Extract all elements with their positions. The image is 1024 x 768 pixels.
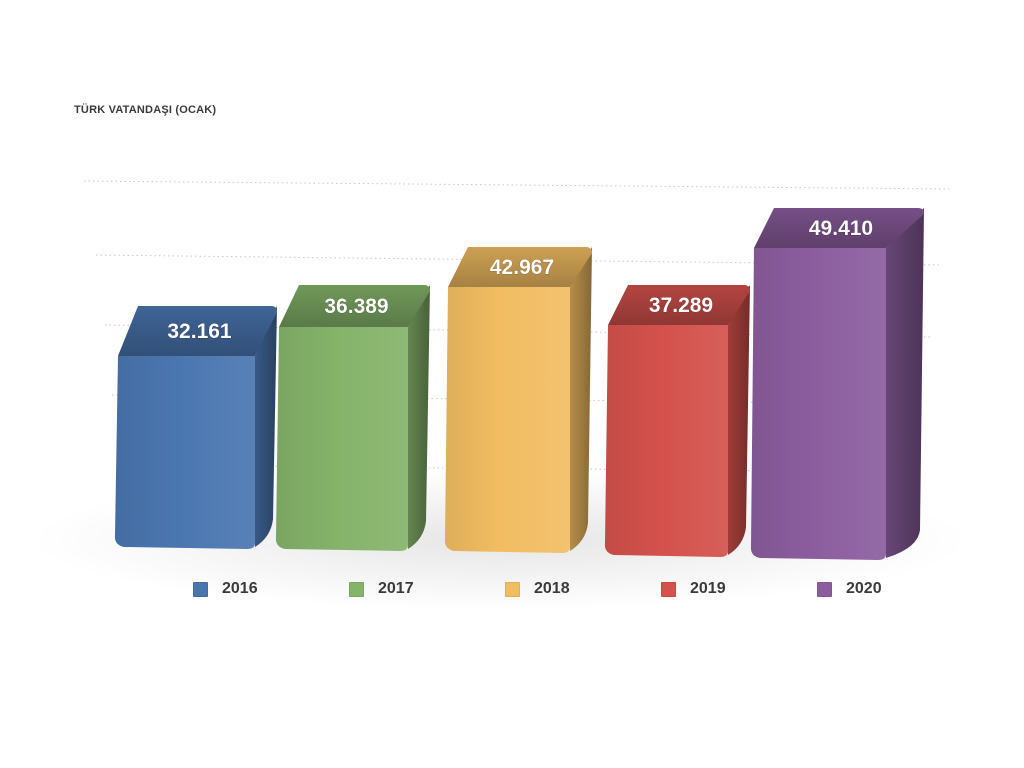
bar-value-label: 36.389: [324, 295, 388, 318]
bar-value-label: 32.161: [167, 320, 232, 343]
legend-label: 2019: [690, 580, 726, 597]
bar-value-label: 49.410: [809, 217, 873, 240]
bar-front-face: [114, 356, 255, 549]
bar-2017: 36.389: [275, 285, 430, 551]
bar-top-face: [279, 285, 430, 327]
bars-group: 32.161 36.389 42.967 37.289 49.410: [114, 208, 924, 560]
legend-item-2017: 2017: [349, 580, 414, 598]
bar-value-label: 42.967: [490, 256, 554, 279]
bar-side-face: [408, 285, 430, 549]
bar-side-face: [728, 285, 750, 555]
legend-swatch: [661, 581, 676, 597]
legend-swatch: [817, 581, 832, 597]
bar-2016: 32.161: [114, 306, 277, 549]
bar-2018: 42.967: [444, 247, 592, 553]
bar-front-face: [275, 327, 408, 551]
bar-value-label: 37.289: [649, 294, 713, 317]
legend-swatch: [505, 581, 520, 597]
legend-swatch: [193, 581, 208, 597]
bar-front-face: [604, 325, 728, 557]
legend-label: 2020: [846, 580, 882, 597]
gridline: [83, 180, 953, 190]
legend-swatch: [349, 581, 364, 597]
bar-top-face: [608, 285, 750, 325]
bar-front-face: [750, 248, 886, 560]
bar-front-face: [444, 287, 570, 553]
bar-2020: 49.410: [750, 208, 924, 560]
bar-2019: 37.289: [604, 285, 750, 557]
bar-side-face: [570, 247, 592, 551]
legend-item-2019: 2019: [661, 580, 726, 598]
legend-item-2018: 2018: [505, 580, 570, 598]
legend: 2016 2017 2018 2019 2020: [0, 580, 1024, 608]
bar-top-face: [118, 306, 277, 356]
legend-label: 2016: [222, 580, 258, 597]
legend-item-2020: 2020: [817, 580, 882, 598]
legend-label: 2017: [378, 580, 414, 597]
chart-title: TÜRK VATANDAŞI (OCAK): [74, 104, 217, 116]
legend-label: 2018: [534, 580, 570, 597]
bar-side-face: [886, 208, 924, 558]
legend-item-2016: 2016: [193, 580, 258, 598]
bar-top-face: [448, 247, 592, 287]
bar-side-face: [255, 306, 277, 547]
bar-top-face: [754, 208, 924, 248]
